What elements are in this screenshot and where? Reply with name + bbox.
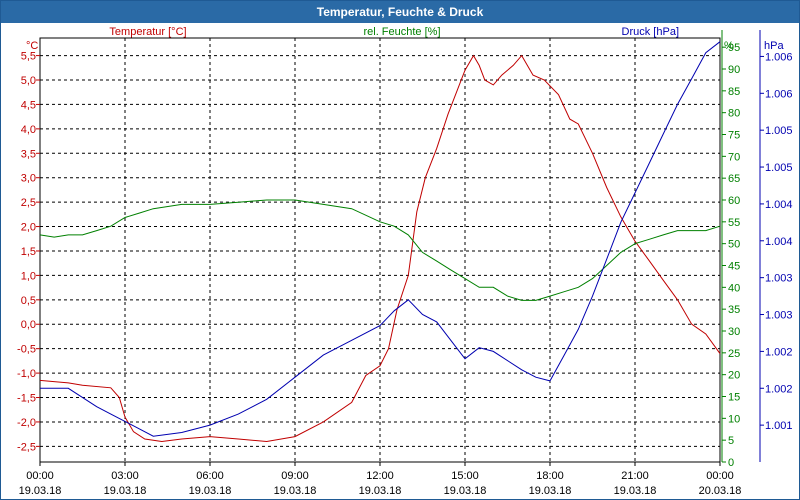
pressure-tick-label: 1.002 (765, 346, 793, 358)
humidity-tick-label: 5 (728, 435, 734, 447)
x-tick-time: 21:00 (621, 470, 649, 482)
window-title: Temperatur, Feuchte & Druck (1, 1, 799, 23)
left-tick-label: 5,5 (21, 51, 36, 63)
pressure-axis-label: Druck [hPa] (622, 26, 679, 38)
humidity-axis-label: rel. Feuchte [%] (363, 26, 440, 38)
series-line-right1 (39, 199, 721, 301)
humidity-tick-label: 95 (728, 42, 740, 54)
pressure-tick-label: 1.004 (765, 236, 793, 248)
humidity-tick-label: 70 (728, 151, 740, 163)
pressure-tick-label: 1.003 (765, 310, 793, 322)
x-tick-time: 15:00 (451, 470, 479, 482)
left-axis-label: Temperatur [°C] (109, 26, 186, 38)
pressure-tick-label: 1.002 (765, 383, 793, 395)
humidity-tick-label: 55 (728, 217, 740, 229)
left-tick-label: 2,5 (21, 197, 36, 209)
left-tick-label: 1,5 (21, 246, 36, 258)
x-tick-time: 03:00 (111, 470, 139, 482)
x-tick-date: 19.03.18 (274, 485, 317, 497)
x-tick-date: 19.03.18 (359, 485, 402, 497)
humidity-tick-label: 90 (728, 64, 740, 76)
humidity-tick-label: 75 (728, 130, 740, 142)
x-tick-date: 19.03.18 (444, 485, 487, 497)
x-tick-time: 06:00 (196, 470, 224, 482)
humidity-tick-label: 0 (728, 457, 734, 469)
x-tick-date: 19.03.18 (19, 485, 62, 497)
grid-lines (39, 38, 721, 462)
series-layer (39, 41, 721, 443)
left-tick-label: 2,0 (21, 222, 36, 234)
x-tick-time: 00:00 (706, 470, 734, 482)
x-tick-time: 12:00 (366, 470, 394, 482)
left-tick-label: -2,5 (17, 441, 36, 453)
left-tick-label: -0,5 (17, 344, 36, 356)
x-tick-time: 18:00 (536, 470, 564, 482)
left-tick-label: -1,5 (17, 393, 36, 405)
pressure-tick-label: 1.006 (765, 51, 793, 63)
left-tick-label: 0,5 (21, 295, 36, 307)
pressure-tick-label: 1.006 (765, 88, 793, 100)
x-tick-date: 19.03.18 (529, 485, 572, 497)
pressure-axis-unit: hPa (764, 40, 784, 52)
pressure-tick-label: 1.004 (765, 199, 793, 211)
x-tick-date: 19.03.18 (614, 485, 657, 497)
humidity-tick-label: 50 (728, 239, 740, 251)
axis-layer: 5,5 5,0 4,5 4,0 3,5 3,0 2,5 2,0 1,5 1,0 0,5 0,0 -0,5… (17, 30, 793, 497)
humidity-tick-label: 60 (728, 195, 740, 207)
left-tick-label: 3,0 (21, 173, 36, 185)
pressure-tick-label: 1.005 (765, 162, 793, 174)
humidity-tick-label: 45 (728, 261, 740, 273)
left-tick-label: 4,0 (21, 124, 36, 136)
left-axis-unit: °C (26, 40, 38, 52)
humidity-tick-label: 20 (728, 370, 740, 382)
left-tick-label: -2,0 (17, 417, 36, 429)
left-tick-label: -1,0 (17, 368, 36, 380)
x-tick-date: 19.03.18 (189, 485, 232, 497)
pressure-tick-label: 1.003 (765, 273, 793, 285)
x-tick-time: 09:00 (281, 470, 309, 482)
humidity-tick-label: 30 (728, 326, 740, 338)
left-tick-label: 0,0 (21, 319, 36, 331)
humidity-tick-label: 10 (728, 413, 740, 425)
left-tick-label: 5,0 (21, 75, 36, 87)
humidity-tick-label: 85 (728, 86, 740, 98)
series-line-right2 (40, 41, 721, 437)
pressure-tick-label: 1.001 (765, 420, 793, 432)
left-tick-label: 3,5 (21, 148, 36, 160)
humidity-tick-label: 35 (728, 304, 740, 316)
x-tick-time: 00:00 (26, 470, 54, 482)
humidity-tick-label: 25 (728, 348, 740, 360)
humidity-tick-label: 15 (728, 392, 740, 404)
x-tick-date: 19.03.18 (104, 485, 147, 497)
humidity-tick-label: 40 (728, 282, 740, 294)
humidity-tick-label: 65 (728, 173, 740, 185)
humidity-axis-unit: % (724, 40, 734, 52)
left-tick-label: 1,0 (21, 270, 36, 282)
humidity-tick-label: 80 (728, 108, 740, 120)
x-tick-date: 20.03.18 (699, 485, 742, 497)
pressure-tick-label: 1.005 (765, 125, 793, 137)
series-line-left (39, 54, 721, 443)
left-tick-label: 4,5 (21, 99, 36, 111)
